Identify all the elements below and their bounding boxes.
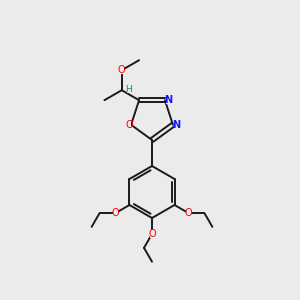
Text: O: O	[148, 229, 156, 239]
Text: O: O	[118, 65, 126, 75]
Text: O: O	[125, 120, 133, 130]
Bar	[127, 121, 131, 129]
Bar	[120, 66, 124, 74]
Bar	[174, 121, 178, 129]
Text: N: N	[164, 95, 172, 105]
Text: O: O	[112, 208, 119, 218]
Bar	[127, 85, 131, 93]
Bar	[166, 96, 170, 104]
Bar	[150, 230, 154, 238]
Text: H: H	[125, 85, 132, 94]
Bar	[186, 209, 191, 217]
Text: N: N	[172, 120, 180, 130]
Bar	[113, 209, 118, 217]
Text: O: O	[184, 208, 192, 218]
